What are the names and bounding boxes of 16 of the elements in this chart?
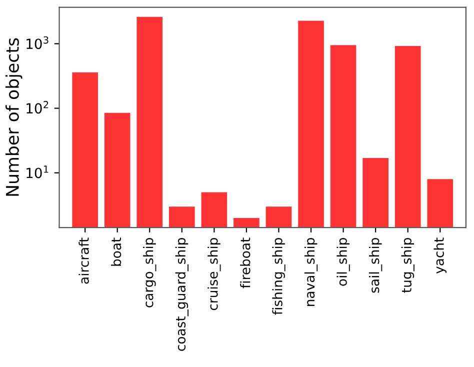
y-tick-label: 10$^{3}$ <box>26 36 48 50</box>
x-tick-label: coast_guard_ship <box>175 238 188 351</box>
x-tick-label: fireboat <box>240 238 250 288</box>
x-tick-label: aircraft <box>78 238 89 284</box>
y-tick-label: 10$^{1}$ <box>26 166 48 178</box>
x-tick-label: boat <box>110 238 122 266</box>
x-tick-label: cargo_ship <box>143 238 156 308</box>
x-tick-label: sail_ship <box>369 238 382 293</box>
x-tick-label: yacht <box>434 238 447 274</box>
y-tick-label: 10$^{2}$ <box>26 100 48 114</box>
x-tick-label: cruise_ship <box>208 238 221 310</box>
y-axis-title: Number of objects <box>6 38 22 196</box>
x-tick-label: naval_ship <box>304 238 318 306</box>
x-tick-label: fishing_ship <box>272 238 286 315</box>
x-tick-label: tug_ship <box>401 238 414 293</box>
x-tick-label: oil_ship <box>336 238 350 286</box>
